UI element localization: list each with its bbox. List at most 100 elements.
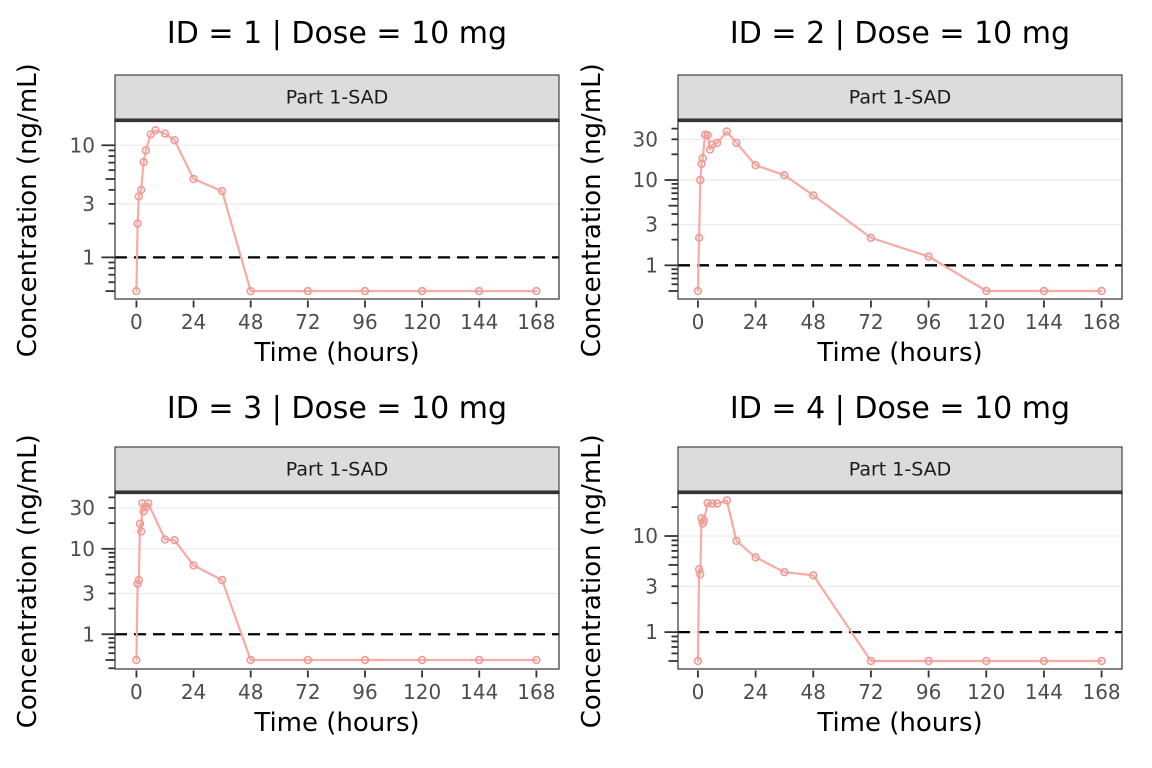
x-tick-label: 0 (130, 310, 143, 334)
data-point (780, 171, 789, 180)
data-point (144, 499, 153, 508)
panel-id-2: ID = 2 | Dose = 10 mg Part 1-SAD 0 24 48 72 9… (576, 0, 1152, 384)
pk-plot-svg-1: Part 1-SAD 0 24 48 72 96 120 144 168 1 3 10 Time (ho… (13, 63, 560, 368)
y-axis-title: Concentration (ng/mL) (13, 434, 43, 728)
data-point (532, 655, 541, 665)
x-tick-label: 0 (692, 310, 705, 334)
panel-id-1: ID = 1 | Dose = 10 mg Part 1-SAD 0 24 48 72 9… (0, 0, 576, 384)
x-tick-label: 120 (967, 680, 1005, 704)
x-axis-title: Time (hours) (816, 708, 982, 738)
data-point (732, 138, 741, 148)
data-point (732, 536, 741, 546)
x-tick-label: 48 (238, 680, 263, 704)
x-tick-label: 120 (967, 310, 1005, 334)
x-tick-label: 72 (295, 680, 320, 704)
x-tick-label: 96 (916, 680, 941, 704)
facet-strip (677, 446, 1123, 492)
y-tick-label: 3 (645, 574, 658, 598)
data-point (697, 514, 706, 523)
data-point (189, 561, 198, 570)
data-point (1039, 656, 1049, 666)
data-point (170, 536, 179, 545)
y-tick-label: 1 (645, 620, 658, 644)
data-point (139, 157, 148, 167)
panel-title: ID = 2 | Dose = 10 mg (729, 16, 1071, 51)
panel-background (678, 121, 1122, 299)
data-point (693, 656, 703, 666)
data-point (475, 655, 484, 665)
x-tick-label: 168 (1082, 310, 1120, 334)
x-axis-title: Time (hours) (253, 708, 419, 738)
x-tick-label: 72 (858, 680, 883, 704)
data-point (303, 286, 312, 296)
x-tick-label: 72 (858, 310, 883, 334)
data-point (751, 161, 760, 170)
data-point (703, 131, 712, 140)
facet-strip (114, 446, 560, 492)
data-point (698, 154, 707, 163)
y-tick-label: 10 (633, 168, 658, 192)
data-point (151, 126, 160, 135)
panel-title: ID = 4 | Dose = 10 mg (729, 391, 1071, 426)
x-tick-label: 96 (352, 680, 377, 704)
x-tick-label: 96 (352, 310, 377, 334)
x-tick-label: 168 (1082, 680, 1120, 704)
x-tick-label: 120 (403, 310, 441, 334)
data-point (693, 286, 703, 296)
y-tick-label: 1 (82, 622, 95, 646)
y-tick-label: 10 (70, 133, 95, 157)
data-point (532, 286, 541, 296)
panel-id-4: ID = 4 | Dose = 10 mg Part 1-SAD 0 24 48 72 9… (576, 384, 1152, 768)
y-tick-label: 30 (633, 127, 658, 151)
data-point (722, 127, 732, 136)
panel-background (115, 121, 559, 299)
y-tick-label: 1 (82, 245, 95, 269)
data-point (982, 286, 991, 296)
data-point (137, 527, 146, 536)
y-tick-label: 3 (82, 581, 95, 605)
data-point (475, 286, 484, 296)
panel-background (678, 493, 1122, 669)
x-tick-label: 96 (916, 310, 941, 334)
data-point (924, 252, 933, 261)
data-point (1097, 656, 1106, 666)
x-tick-label: 48 (801, 310, 826, 334)
x-tick-label: 144 (1025, 310, 1063, 334)
y-axis-title: Concentration (ng/mL) (577, 63, 607, 357)
data-point (751, 553, 760, 562)
data-point (694, 233, 704, 243)
data-point (246, 286, 255, 296)
data-point (217, 186, 227, 196)
data-point (696, 570, 705, 579)
x-tick-label: 0 (692, 680, 705, 704)
data-point (134, 575, 144, 585)
data-point (189, 174, 198, 184)
data-point (160, 535, 170, 544)
data-point (694, 565, 704, 574)
data-point (1097, 286, 1106, 296)
data-point (217, 575, 227, 585)
panel-title: ID = 3 | Dose = 10 mg (166, 391, 508, 426)
data-point (360, 286, 370, 296)
data-point (133, 579, 142, 589)
data-point (699, 516, 709, 525)
data-point (246, 655, 255, 665)
data-point (866, 233, 876, 243)
data-point (809, 571, 818, 580)
x-tick-label: 24 (743, 680, 768, 704)
panel-id-3: ID = 3 | Dose = 10 mg Part 1-SAD 0 24 48 72 9… (0, 384, 576, 768)
panel-title: ID = 1 | Dose = 10 mg (166, 16, 508, 51)
facet-strip (114, 74, 560, 120)
data-point (713, 138, 722, 148)
x-tick-label: 24 (743, 310, 768, 334)
x-tick-label: 48 (238, 310, 263, 334)
y-axis-title: Concentration (ng/mL) (577, 434, 607, 728)
y-tick-label: 30 (70, 496, 95, 520)
strip-label: Part 1-SAD (286, 87, 389, 109)
data-point (703, 498, 712, 508)
data-point (160, 129, 170, 138)
x-tick-label: 48 (801, 680, 826, 704)
data-point (924, 656, 933, 666)
x-tick-label: 168 (517, 310, 555, 334)
data-point (132, 286, 141, 296)
